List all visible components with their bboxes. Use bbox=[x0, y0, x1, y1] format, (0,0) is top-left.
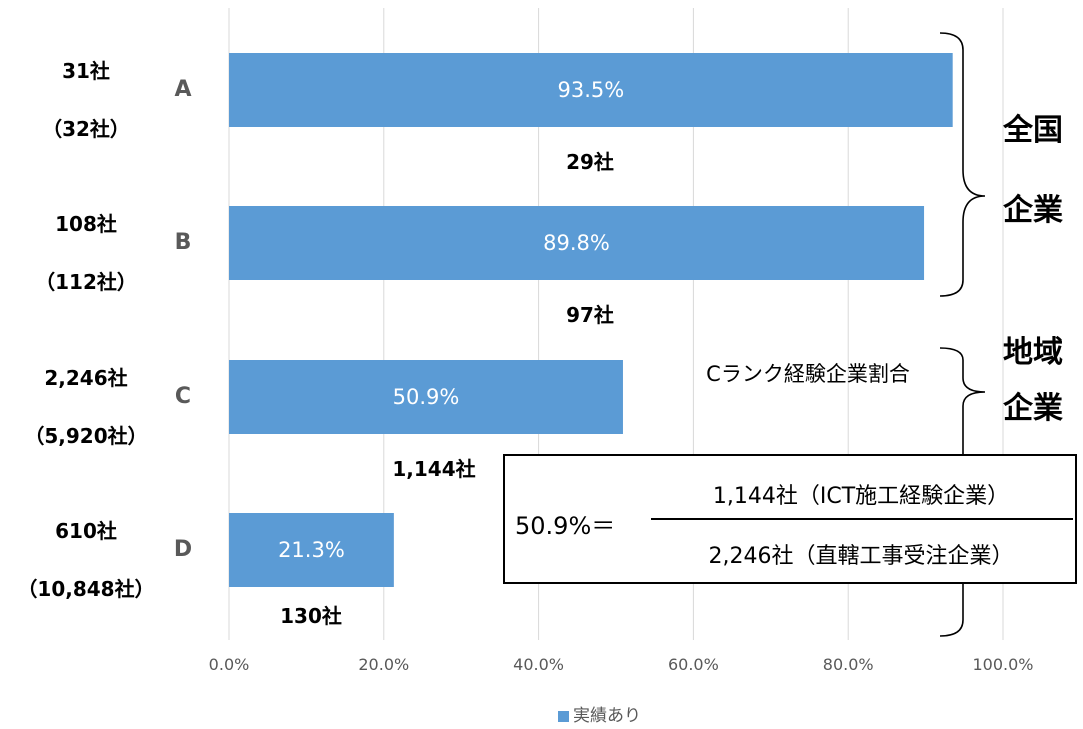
fraction-line bbox=[651, 518, 1073, 520]
labels: 0.0% 20.0% 40.0% 60.0% 80.0% 100.0% 93.5% A 31社 （… bbox=[17, 59, 1033, 674]
company-total-label: （10,848社） bbox=[17, 577, 154, 601]
experienced-count-label: 29社 bbox=[566, 150, 614, 174]
formula-box: 50.9%＝ 1,144社（ICT施工経験企業） 2,246社（直轄工事受注企業… bbox=[503, 454, 1077, 584]
legend-swatch bbox=[558, 711, 569, 722]
brace-national bbox=[939, 32, 986, 297]
x-tick-label: 20.0% bbox=[358, 655, 409, 674]
company-total-label: （112社） bbox=[35, 270, 137, 294]
company-count-label: 610社 bbox=[55, 519, 117, 543]
company-total-label: （5,920社） bbox=[24, 424, 147, 448]
bar-value-label: 50.9% bbox=[393, 385, 460, 409]
x-tick-label: 80.0% bbox=[823, 655, 874, 674]
x-tick-label: 40.0% bbox=[513, 655, 564, 674]
bar-d bbox=[229, 513, 394, 587]
company-count-label: 31社 bbox=[62, 59, 110, 83]
x-tick-label: 0.0% bbox=[209, 655, 250, 674]
legend-label: 実績あり bbox=[573, 706, 641, 726]
company-count-label: 2,246社 bbox=[44, 366, 127, 390]
formula-denominator: 2,246社（直轄工事受注企業） bbox=[708, 544, 1014, 569]
category-label: A bbox=[174, 77, 191, 102]
group-national-line1: 全国 bbox=[1002, 113, 1063, 148]
brace-regional bbox=[939, 347, 986, 637]
formula-lhs: 50.9%＝ bbox=[515, 512, 616, 540]
category-label: D bbox=[174, 537, 192, 562]
formula-title: Cランク経験企業割合 bbox=[706, 362, 910, 386]
formula-numerator: 1,144社（ICT施工経験企業） bbox=[712, 484, 1010, 509]
category-label: C bbox=[175, 384, 191, 409]
experienced-count-label: 130社 bbox=[280, 604, 342, 628]
company-count-label: 108社 bbox=[55, 212, 117, 236]
group-regional-line2: 企業 bbox=[1003, 391, 1063, 426]
x-tick-label: 60.0% bbox=[668, 655, 719, 674]
bar-b bbox=[229, 206, 925, 280]
bar-value-label: 93.5% bbox=[557, 78, 624, 102]
bar-c bbox=[229, 360, 623, 434]
category-label: B bbox=[175, 230, 192, 255]
group-national-line2: 企業 bbox=[1003, 193, 1063, 228]
bar-value-label: 89.8% bbox=[543, 231, 610, 255]
bar-a bbox=[229, 53, 953, 127]
bar-value-label: 21.3% bbox=[278, 538, 345, 562]
x-tick-label: 100.0% bbox=[972, 655, 1033, 674]
company-total-label: （32社） bbox=[42, 117, 130, 141]
bars bbox=[229, 53, 953, 587]
experienced-count-label: 1,144社 bbox=[392, 457, 475, 481]
group-regional-line1: 地域 bbox=[1003, 335, 1063, 370]
experienced-count-label: 97社 bbox=[566, 303, 614, 327]
